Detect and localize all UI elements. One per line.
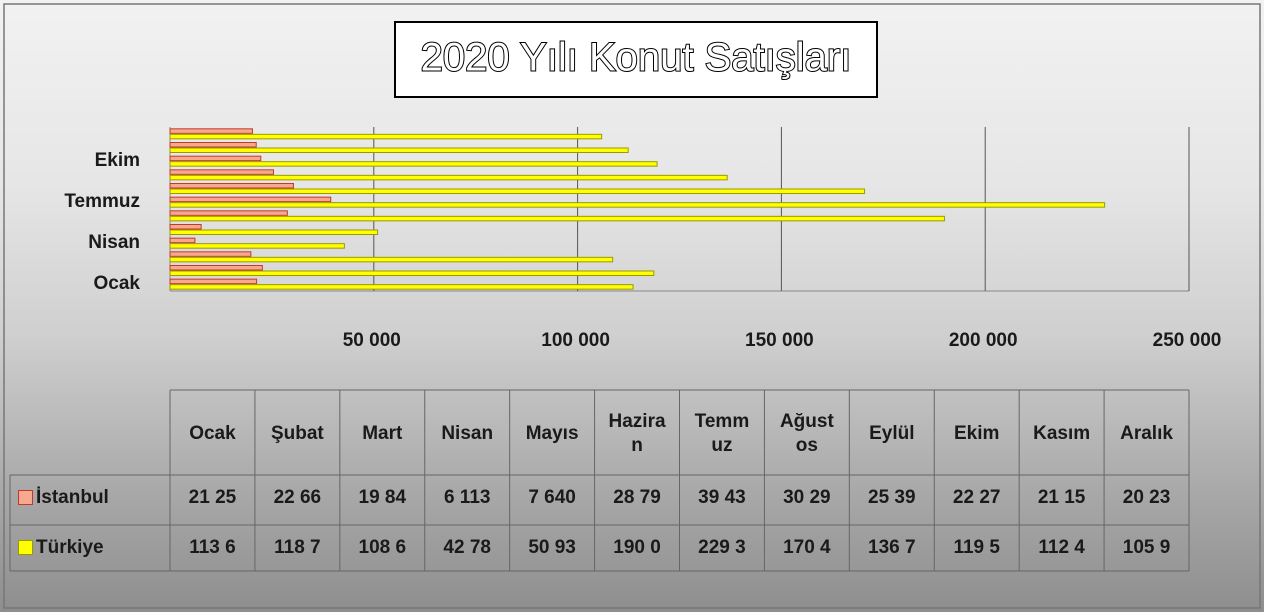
- x-tick-label: 50 000: [343, 330, 401, 351]
- table-value: 30 29: [783, 487, 831, 508]
- table-value: 7 640: [528, 487, 576, 508]
- bar: [169, 174, 728, 181]
- table-value: 25 39: [868, 487, 916, 508]
- bar: [169, 224, 202, 230]
- y-tick-label: Ocak: [94, 273, 141, 294]
- bar: [169, 183, 294, 189]
- bar: [169, 243, 345, 249]
- chart-border: [3, 3, 1261, 609]
- table-value: 22 66: [273, 487, 322, 508]
- x-tick-label: 100 000: [541, 330, 610, 351]
- bar: [169, 278, 258, 285]
- table-header: Mart: [362, 423, 403, 444]
- bar: [169, 251, 252, 257]
- bar: [169, 196, 332, 203]
- table-value: 39 43: [698, 487, 746, 508]
- bar: [169, 210, 288, 216]
- table-value: 50 93: [528, 537, 576, 558]
- bar: [169, 133, 603, 140]
- table-header: Kasım: [1033, 423, 1091, 444]
- bar: [169, 147, 629, 153]
- x-tick-label: 150 000: [745, 330, 814, 351]
- table-header: Temmuz: [694, 411, 750, 456]
- table-value: 190 0: [613, 537, 661, 558]
- table-value: 20 23: [1122, 487, 1171, 508]
- table-value: 19 84: [358, 487, 407, 508]
- table-header: Şubat: [270, 423, 324, 444]
- table-value: 105 9: [1122, 537, 1171, 558]
- bar: [169, 215, 945, 222]
- table-header: Ağustos: [779, 411, 834, 456]
- table-header: Ekim: [953, 423, 1000, 444]
- bar: [169, 265, 263, 271]
- table-value: 6 113: [443, 487, 491, 508]
- table-value: 119 5: [953, 537, 1000, 558]
- legend-key: [18, 490, 33, 505]
- table-value: 21 25: [188, 487, 237, 508]
- table-value: 229 3: [698, 537, 746, 558]
- bar: [169, 142, 257, 148]
- table-value: 118 7: [274, 537, 321, 558]
- table-value: 21 15: [1037, 487, 1086, 508]
- table-header: Aralık: [1120, 423, 1173, 444]
- table-value: 112 4: [1038, 537, 1085, 558]
- table-header: Haziran: [608, 411, 666, 456]
- bar: [169, 284, 634, 290]
- y-tick-label: Ekim: [95, 150, 140, 171]
- bar: [169, 155, 262, 162]
- bar: [169, 270, 655, 276]
- bar: [169, 202, 1106, 208]
- table-value: 42 78: [443, 537, 491, 558]
- x-tick-label: 200 000: [949, 330, 1018, 351]
- table-value: 108 6: [358, 537, 407, 558]
- x-tick-label: 250 000: [1153, 330, 1222, 351]
- bar: [169, 256, 614, 263]
- bar: [169, 169, 274, 175]
- table-value: 170 4: [783, 537, 831, 558]
- table-header: Nisan: [441, 423, 494, 444]
- table-header: Ocak: [189, 423, 236, 444]
- legend-label: İstanbul: [36, 487, 109, 508]
- table-value: 136 7: [868, 537, 916, 558]
- legend-label: Türkiye: [36, 537, 104, 558]
- legend-key: [18, 540, 33, 555]
- table-value: 22 27: [952, 487, 1001, 508]
- y-tick-label: Nisan: [88, 232, 140, 253]
- table-value: 28 79: [613, 487, 661, 508]
- bar: [169, 161, 658, 167]
- bar: [169, 237, 196, 244]
- bar: [169, 128, 253, 134]
- title-box: [394, 21, 878, 98]
- table-header: Mayıs: [525, 423, 579, 444]
- table-value: 113 6: [189, 537, 236, 558]
- chart-title: 2020 Yılı Konut Satışları: [421, 36, 852, 80]
- bar: [169, 188, 866, 194]
- bar: [169, 229, 379, 235]
- y-tick-label: Temmuz: [64, 191, 140, 212]
- table-header: Eylül: [869, 423, 915, 444]
